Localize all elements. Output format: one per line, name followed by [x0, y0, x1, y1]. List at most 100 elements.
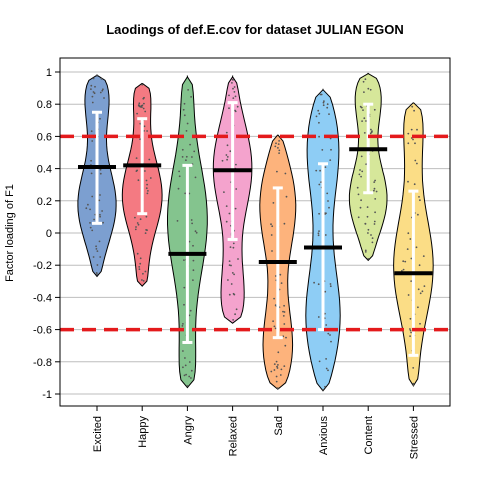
data-point	[230, 264, 232, 267]
data-point	[91, 140, 94, 142]
data-point	[415, 246, 418, 249]
data-point	[184, 357, 186, 359]
data-point	[373, 187, 376, 190]
y-tick-label: 0.8	[37, 99, 52, 111]
data-point	[363, 117, 366, 120]
data-point	[232, 242, 235, 245]
y-tick-label: 1	[46, 67, 52, 79]
data-point	[329, 285, 332, 288]
data-point	[411, 105, 414, 108]
data-point	[141, 83, 144, 86]
y-axis-label: Factor loading of F1	[4, 184, 16, 282]
data-point	[99, 168, 102, 171]
data-point	[318, 135, 320, 138]
data-point	[407, 232, 410, 235]
data-point	[402, 268, 405, 271]
data-point	[183, 374, 186, 377]
data-point	[147, 190, 149, 192]
data-point	[324, 290, 327, 293]
data-point	[317, 109, 320, 112]
data-point	[188, 314, 191, 317]
data-point	[373, 108, 376, 111]
data-point	[282, 310, 284, 313]
data-point	[185, 130, 188, 132]
data-point	[149, 177, 152, 179]
data-point	[276, 387, 279, 389]
data-point	[406, 248, 409, 251]
data-point	[373, 220, 376, 223]
data-point	[271, 225, 274, 228]
data-point	[325, 324, 328, 326]
data-point	[413, 109, 415, 112]
data-point	[188, 375, 191, 378]
data-point	[422, 255, 425, 257]
data-point	[176, 220, 179, 222]
data-point	[232, 97, 235, 99]
data-point	[136, 112, 139, 115]
data-point	[284, 172, 287, 175]
data-point	[90, 130, 93, 133]
data-point	[272, 202, 275, 204]
data-point	[230, 283, 233, 285]
x-tick-label: Stressed	[408, 416, 420, 459]
data-point	[145, 229, 148, 231]
data-point	[412, 384, 415, 386]
data-point	[145, 187, 148, 190]
data-point	[327, 369, 329, 372]
data-point	[135, 226, 137, 228]
data-point	[373, 223, 376, 225]
data-point	[99, 213, 101, 216]
data-point	[409, 238, 412, 240]
data-point	[142, 97, 145, 100]
data-point	[93, 92, 96, 95]
data-point	[317, 316, 320, 318]
data-point	[143, 102, 145, 105]
data-point	[326, 192, 329, 195]
data-point	[139, 138, 142, 141]
y-tick-label: -0.8	[33, 357, 52, 369]
data-point	[366, 215, 369, 218]
data-point	[318, 112, 321, 115]
data-point	[409, 328, 411, 330]
data-point	[148, 158, 151, 161]
data-point	[319, 169, 321, 172]
data-point	[364, 249, 367, 252]
data-point	[226, 144, 229, 147]
data-point	[414, 159, 417, 162]
data-point	[223, 191, 225, 194]
data-point	[329, 283, 332, 285]
plot-frame	[59, 57, 451, 407]
data-point	[195, 231, 198, 234]
data-point	[357, 216, 360, 219]
data-point	[102, 88, 104, 91]
violin-relaxed	[212, 75, 253, 324]
data-point	[232, 246, 235, 249]
data-point	[185, 155, 188, 158]
data-point	[278, 149, 281, 152]
data-point	[412, 367, 415, 369]
data-point	[280, 368, 283, 371]
data-point	[90, 84, 93, 87]
data-point	[273, 325, 276, 328]
data-point	[96, 75, 98, 77]
data-point	[182, 350, 184, 352]
violin-excited	[77, 74, 117, 278]
data-point	[233, 91, 236, 93]
data-point	[190, 96, 193, 98]
data-point	[231, 82, 233, 84]
data-point	[91, 95, 94, 98]
data-point	[278, 152, 280, 155]
data-point	[273, 363, 276, 365]
data-point	[235, 308, 238, 311]
data-point	[135, 157, 138, 160]
data-point	[373, 189, 375, 192]
x-tick-label: Anxious	[318, 416, 330, 456]
data-point	[407, 132, 410, 135]
data-point	[280, 282, 283, 284]
data-point	[371, 237, 374, 240]
data-point	[138, 268, 141, 271]
data-point	[324, 385, 326, 388]
data-point	[407, 294, 410, 296]
data-point	[273, 297, 275, 300]
data-point	[370, 234, 372, 236]
